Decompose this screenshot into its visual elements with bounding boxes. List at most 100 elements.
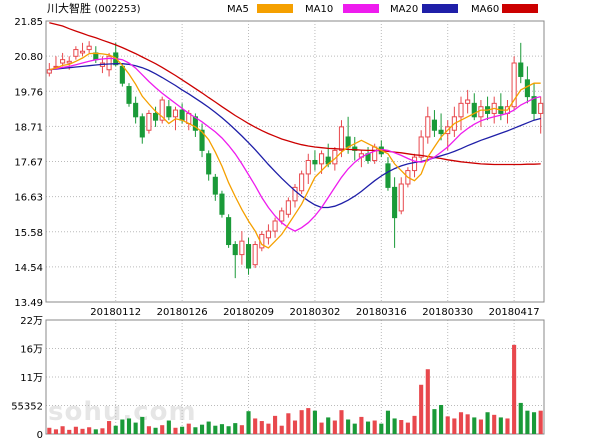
price-y-tick-label: 13.49 (14, 298, 43, 309)
candle-body-down (518, 62, 524, 77)
volume-bar-down (140, 416, 145, 434)
volume-y-tick-label: 55352 (11, 402, 43, 413)
candle-body-down (219, 193, 225, 215)
volume-bar-up (319, 422, 324, 434)
volume-bar-down (312, 410, 317, 434)
volume-bar-down (93, 429, 98, 434)
candle-body-up (292, 186, 298, 202)
volume-bar-up (405, 422, 410, 434)
moving-average-lines (49, 22, 541, 249)
candlesticks (46, 41, 544, 279)
candle-body-down (232, 244, 238, 256)
volume-bar-up (286, 413, 291, 434)
volume-bar-up (273, 415, 278, 434)
volume-bar-down (199, 424, 205, 434)
volume-y-tick-label: 11万 (20, 373, 43, 384)
volume-bar-down (485, 412, 490, 434)
volume-bar-down (392, 418, 397, 434)
volume-bar-up (279, 425, 284, 434)
volume-bar-down (346, 419, 351, 434)
volume-bar-down (439, 404, 444, 434)
candle-body-up (478, 106, 484, 118)
legend: MA5 MA10 MA20 MA60 (227, 4, 538, 15)
candle-body-up (60, 59, 66, 64)
volume-bar-up (146, 426, 151, 434)
candle-body-up (106, 55, 112, 71)
volume-bar-up (306, 408, 311, 434)
volume-bar-down (498, 417, 503, 434)
volume-bar-down (432, 409, 437, 434)
ma5-line (49, 52, 541, 249)
volume-bar-up (87, 427, 92, 434)
volume-bar-up (60, 426, 65, 434)
candle-body-down (524, 79, 530, 98)
volume-bar-up (80, 428, 85, 434)
price-y-ticks: 21.85 20.80 19.76 18.71 17.67 16.63 15.58 14.54… (14, 17, 43, 309)
candle-body-down (438, 129, 444, 135)
date-x-ticks: 20180112 20180126 20180209 20180302 20180316… (90, 307, 539, 318)
candle-body-down (471, 102, 477, 118)
candle-body-up (73, 49, 79, 57)
candle-body-down (431, 119, 437, 131)
volume-bar-up (339, 410, 344, 434)
candle-body-up (511, 62, 517, 108)
volume-bar-down (233, 423, 238, 434)
volume-bar-up (538, 410, 543, 434)
volume-bar-up (445, 416, 450, 434)
volume-bar-up (253, 418, 258, 434)
candle-body-down (531, 96, 537, 114)
candle-body-up (538, 102, 544, 114)
candle-body-up (172, 109, 179, 118)
volume-bar-up (425, 369, 430, 434)
volume-bar-up (465, 414, 470, 434)
candle-body-up (239, 240, 245, 256)
volume-bar-down (379, 423, 384, 434)
volume-bar-up (299, 410, 304, 434)
volume-bar-down (126, 418, 132, 434)
candle-body-down (245, 244, 252, 269)
volume-bar-up (266, 423, 271, 434)
volume-bar-down (326, 417, 331, 434)
candle-body-up (372, 146, 378, 161)
candle-body-up (279, 210, 285, 222)
candle-body-up (159, 99, 165, 121)
candle-body-down (119, 65, 125, 84)
candle-body-up (272, 220, 278, 232)
volume-y-tick-label: 0 (37, 430, 43, 440)
legend-label-ma60: MA60 (471, 4, 499, 15)
volume-bar-down (166, 420, 171, 434)
x-tick-label: 20180209 (223, 307, 274, 318)
price-y-tick-label: 16.63 (14, 193, 43, 204)
candle-body-down (345, 136, 351, 148)
legend-label-ma5: MA5 (227, 4, 249, 15)
volume-bar-up (292, 420, 298, 434)
candle-body-up (299, 173, 305, 192)
stock-name: 川大智胜 (47, 1, 91, 15)
candle-body-down (166, 106, 172, 118)
volume-bar-up (100, 428, 105, 434)
volume-bar-down (472, 417, 477, 434)
volume-bar-up (73, 426, 78, 434)
candle-body-down (226, 217, 232, 246)
volume-y-tick-label: 16万 (20, 345, 43, 356)
candle-body-down (153, 112, 159, 121)
price-y-tick-label: 21.85 (14, 17, 43, 28)
volume-bar-down (365, 421, 371, 434)
volume-bar-up (186, 423, 191, 434)
volume-y-ticks: 22万 16万 11万 55352 0 (11, 316, 43, 440)
candle-body-down (392, 186, 398, 219)
volume-bar-down (193, 427, 198, 434)
price-y-tick-label: 19.76 (14, 87, 43, 98)
volume-bar-up (107, 421, 112, 434)
volume-bar-up (452, 418, 457, 434)
legend-swatch-ma10 (343, 4, 379, 13)
volume-bar-up (67, 429, 72, 434)
volume-bar-up (259, 421, 264, 434)
volume-bar-down (525, 410, 530, 434)
volume-bar-up (512, 344, 517, 434)
ma10-line (49, 57, 541, 232)
price-y-tick-label: 14.54 (14, 263, 43, 274)
volume-bar-down (120, 419, 125, 434)
candle-body-up (86, 45, 92, 51)
legend-swatch-ma5 (257, 4, 293, 13)
